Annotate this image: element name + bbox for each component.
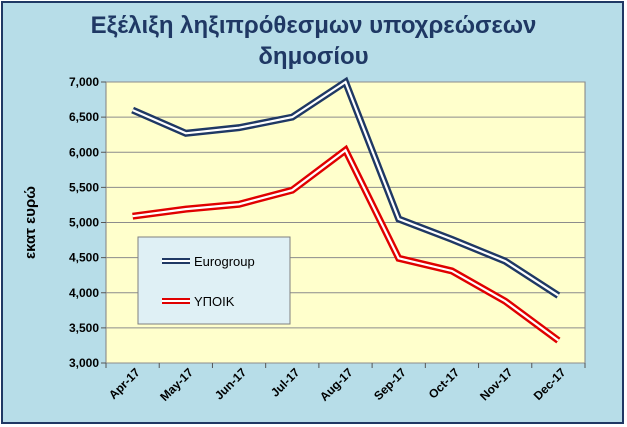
x-tick-label: Sep-17: [371, 365, 409, 403]
chart-title-line1: Εξέλιξη ληξιπρόθεσμων υποχρεώσεων: [90, 12, 537, 39]
y-tick-label: 5,500: [69, 180, 99, 194]
y-axis-label: εκατ ευρώ: [22, 186, 39, 259]
y-tick-label: 6,500: [69, 110, 99, 124]
legend: Eurogroup ΥΠΟΙΚ: [137, 236, 291, 325]
x-tick-label: Dec-17: [531, 365, 569, 403]
y-tick-label: 3,000: [69, 356, 99, 370]
y-tick-label: 4,000: [69, 286, 99, 300]
legend-label: ΥΠΟΙΚ: [194, 294, 235, 309]
legend-box: [137, 236, 291, 325]
x-tick-label: Oct-17: [426, 365, 463, 402]
x-tick-label: Nov-17: [477, 365, 515, 403]
x-tick-label: Jul-17: [268, 365, 303, 400]
x-axis-ticks: Apr-17 May-17 Jun-17 Jul-17 Aug-17 Sep-17 Oct-…: [105, 363, 586, 404]
chart-title-line2: δημοσίου: [258, 43, 369, 70]
x-tick-label: Jun-17: [212, 365, 249, 402]
y-axis-ticks: 3,000 3,500 4,000 4,500 5,000 5,500 6,000 6,500…: [69, 75, 106, 370]
y-tick-label: 6,000: [69, 145, 99, 159]
series-lines: [131, 76, 561, 344]
y-tick-label: 3,500: [69, 321, 99, 335]
y-tick-label: 7,000: [69, 75, 99, 89]
chart-title: Εξέλιξη ληξιπρόθεσμων υποχρεώσεων δημοσί…: [0, 10, 627, 72]
y-tick-label: 4,500: [69, 251, 99, 265]
y-tick-label: 5,000: [69, 216, 99, 230]
series-line-inner: [132, 80, 559, 297]
legend-label: Eurogroup: [194, 254, 255, 269]
x-tick-label: May-17: [157, 365, 196, 404]
series-line-inner: [132, 148, 560, 342]
x-tick-label: Apr-17: [106, 365, 143, 402]
x-tick-label: Aug-17: [317, 365, 356, 404]
